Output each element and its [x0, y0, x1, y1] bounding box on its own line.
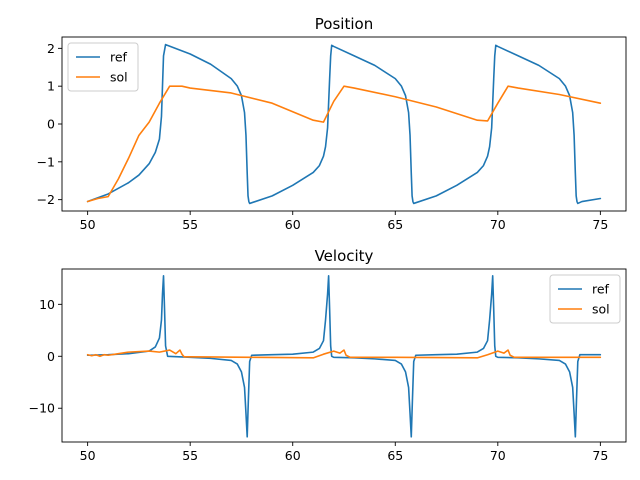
y-tick-label: −10 [29, 401, 55, 416]
series-line-ref [86, 274, 602, 438]
y-tick-label: 0 [47, 117, 55, 132]
legend: ref sol [67, 42, 139, 92]
x-tick-label: 50 [80, 448, 96, 463]
y-tick-label: 0 [47, 349, 55, 364]
axes-frame [61, 36, 627, 212]
chart-title: Velocity [315, 247, 374, 265]
x-tick-label: 75 [592, 217, 608, 232]
x-tick-label: 60 [285, 448, 301, 463]
subplot-1: 50 55 60 65 70 75 −2 −1 0 1 2 Position ref sol [37, 15, 627, 232]
axes-frame [61, 268, 627, 443]
series-line-sol [86, 349, 602, 359]
series-line-ref [86, 43, 602, 205]
x-tick-label: 55 [182, 448, 198, 463]
x-tick-label: 75 [592, 448, 608, 463]
y-tick-label: 10 [39, 297, 55, 312]
legend-label-ref: ref [110, 50, 128, 65]
x-tick-label: 70 [490, 448, 506, 463]
x-tick-label: 60 [285, 217, 301, 232]
chart-title: Position [315, 15, 373, 33]
legend: ref sol [549, 274, 621, 324]
y-tick-label: 1 [47, 79, 55, 94]
legend-box [549, 274, 621, 324]
plot-area [86, 43, 602, 205]
series-line-sol [86, 85, 602, 203]
x-tick-label: 50 [80, 217, 96, 232]
y-tick-label: −2 [37, 192, 55, 207]
y-tick-label: −1 [37, 154, 55, 169]
subplot-2: 50 55 60 65 70 75 −10 0 10 Velocity ref sol [29, 247, 627, 463]
x-tick-label: 65 [387, 448, 403, 463]
y-tick-label: 2 [47, 41, 55, 56]
legend-box [67, 42, 139, 92]
x-tick-label: 65 [387, 217, 403, 232]
x-tick-label: 55 [182, 217, 198, 232]
legend-label-sol: sol [110, 70, 128, 85]
x-tick-label: 70 [490, 217, 506, 232]
legend-label-sol: sol [592, 302, 610, 317]
legend-label-ref: ref [592, 282, 610, 297]
plot-area [86, 274, 602, 438]
